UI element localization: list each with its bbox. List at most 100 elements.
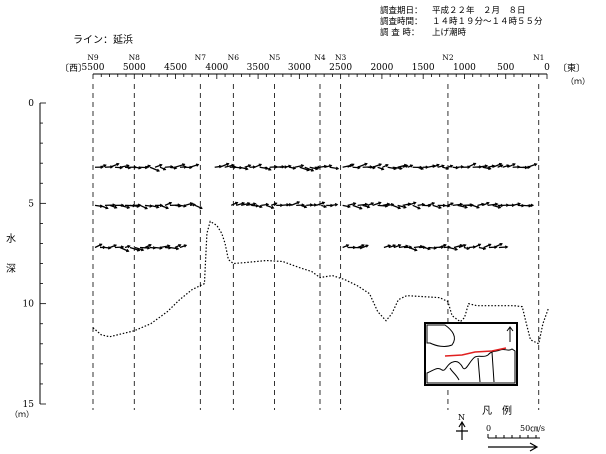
current-vector-head [159, 163, 163, 168]
current-vector-head [235, 201, 239, 205]
current-vector-head [156, 168, 160, 172]
current-vector [304, 166, 314, 172]
current-vector-head [387, 244, 392, 248]
current-vector [194, 204, 203, 209]
current-vector [244, 164, 251, 168]
current-vector [347, 163, 355, 168]
current-vector [184, 202, 193, 206]
current-vector [159, 204, 169, 209]
current-vector [397, 204, 407, 209]
current-vector [383, 244, 391, 249]
current-vector [246, 203, 256, 206]
current-vector [154, 246, 162, 249]
current-vector-head [370, 202, 375, 206]
current-vector [230, 201, 238, 206]
survey-tide-key: 調 査 時： [380, 27, 419, 38]
current-vector [139, 246, 150, 249]
x-tick-label: 5000 [123, 63, 146, 73]
current-vector [164, 202, 172, 206]
current-vector-head [399, 166, 403, 170]
current-vector [164, 166, 173, 168]
current-vector-head [365, 244, 369, 248]
current-vector-head [178, 204, 182, 208]
current-vector [362, 204, 370, 208]
current-vector [428, 246, 437, 249]
current-vector [377, 166, 384, 171]
current-vector [482, 202, 490, 206]
current-vector [408, 246, 417, 251]
current-vector [432, 204, 442, 209]
current-vector [388, 244, 396, 249]
current-vector-head [427, 246, 431, 251]
current-vector-head [156, 205, 160, 209]
station-label: N9 [87, 53, 99, 62]
current-vector-head [414, 248, 418, 252]
survey-date-key: 調査期日： [380, 5, 423, 16]
current-vector-head [351, 163, 355, 167]
current-vector-head [271, 205, 275, 210]
current-vector-head [253, 202, 257, 206]
current-vector-head [436, 163, 440, 167]
current-vector-head [147, 246, 151, 250]
current-vector [367, 166, 376, 169]
current-vector [261, 203, 269, 206]
current-vector-head [481, 202, 485, 207]
current-vector [393, 244, 401, 249]
current-vector [467, 162, 476, 168]
current-vector-head [126, 205, 131, 209]
current-vector-head [392, 244, 397, 248]
current-vector-head [405, 164, 409, 168]
current-vector-head [347, 204, 351, 209]
current-vector-head [175, 246, 180, 251]
current-vector [357, 244, 365, 249]
current-vector [477, 203, 484, 206]
current-vector-head [183, 244, 188, 248]
current-vector [139, 204, 148, 210]
current-vector [294, 164, 304, 168]
inset-harbor-lines [477, 351, 495, 383]
current-vector-head [390, 203, 395, 207]
current-vector-head [183, 204, 187, 208]
current-vector-head [144, 206, 148, 210]
current-vector [174, 244, 181, 249]
current-vector-head [443, 243, 447, 248]
y-tick-label: 0 [28, 99, 34, 109]
legend-scale-bar [487, 434, 540, 439]
x-tick-label: 3500 [247, 63, 270, 73]
current-vector [284, 165, 291, 168]
axes-group: 5500 5000 4500 4000 3500 3000 2500 2000 1500 1000… [23, 63, 551, 410]
current-vectors-group [94, 162, 538, 253]
current-vector [239, 166, 248, 170]
current-vector-head [321, 201, 326, 205]
current-vector [457, 204, 468, 209]
current-vector [159, 245, 170, 249]
current-vector [482, 166, 491, 170]
legend-north-letter: N [458, 413, 465, 422]
current-vector-head [99, 243, 103, 247]
current-vector-head [499, 242, 503, 247]
legend-arrow-icon [488, 442, 539, 452]
current-vector-head [477, 243, 482, 247]
legend-scale-value: 50㎝/s [520, 424, 545, 433]
current-vector-head [417, 206, 421, 210]
current-vector [149, 166, 160, 172]
current-vector-head [112, 203, 116, 207]
y-tick-label: 15 [23, 400, 35, 410]
line-label: ライン：延浜 [73, 34, 133, 46]
current-vector [159, 166, 166, 171]
current-vector-head [288, 203, 293, 207]
current-vector-head [195, 163, 200, 167]
current-vector [483, 243, 491, 249]
current-vector-head [484, 164, 489, 168]
inset-coast-north [426, 324, 455, 347]
current-vector [357, 203, 368, 206]
current-vector [290, 201, 300, 206]
current-vector-head [450, 202, 454, 206]
current-vector [442, 204, 450, 207]
inset-north-arrow-icon [506, 326, 514, 342]
current-vector [498, 246, 508, 249]
legend: N 凡 例 0 50㎝/s [456, 404, 545, 452]
current-vector [502, 164, 510, 168]
station-label: N2 [442, 53, 454, 62]
